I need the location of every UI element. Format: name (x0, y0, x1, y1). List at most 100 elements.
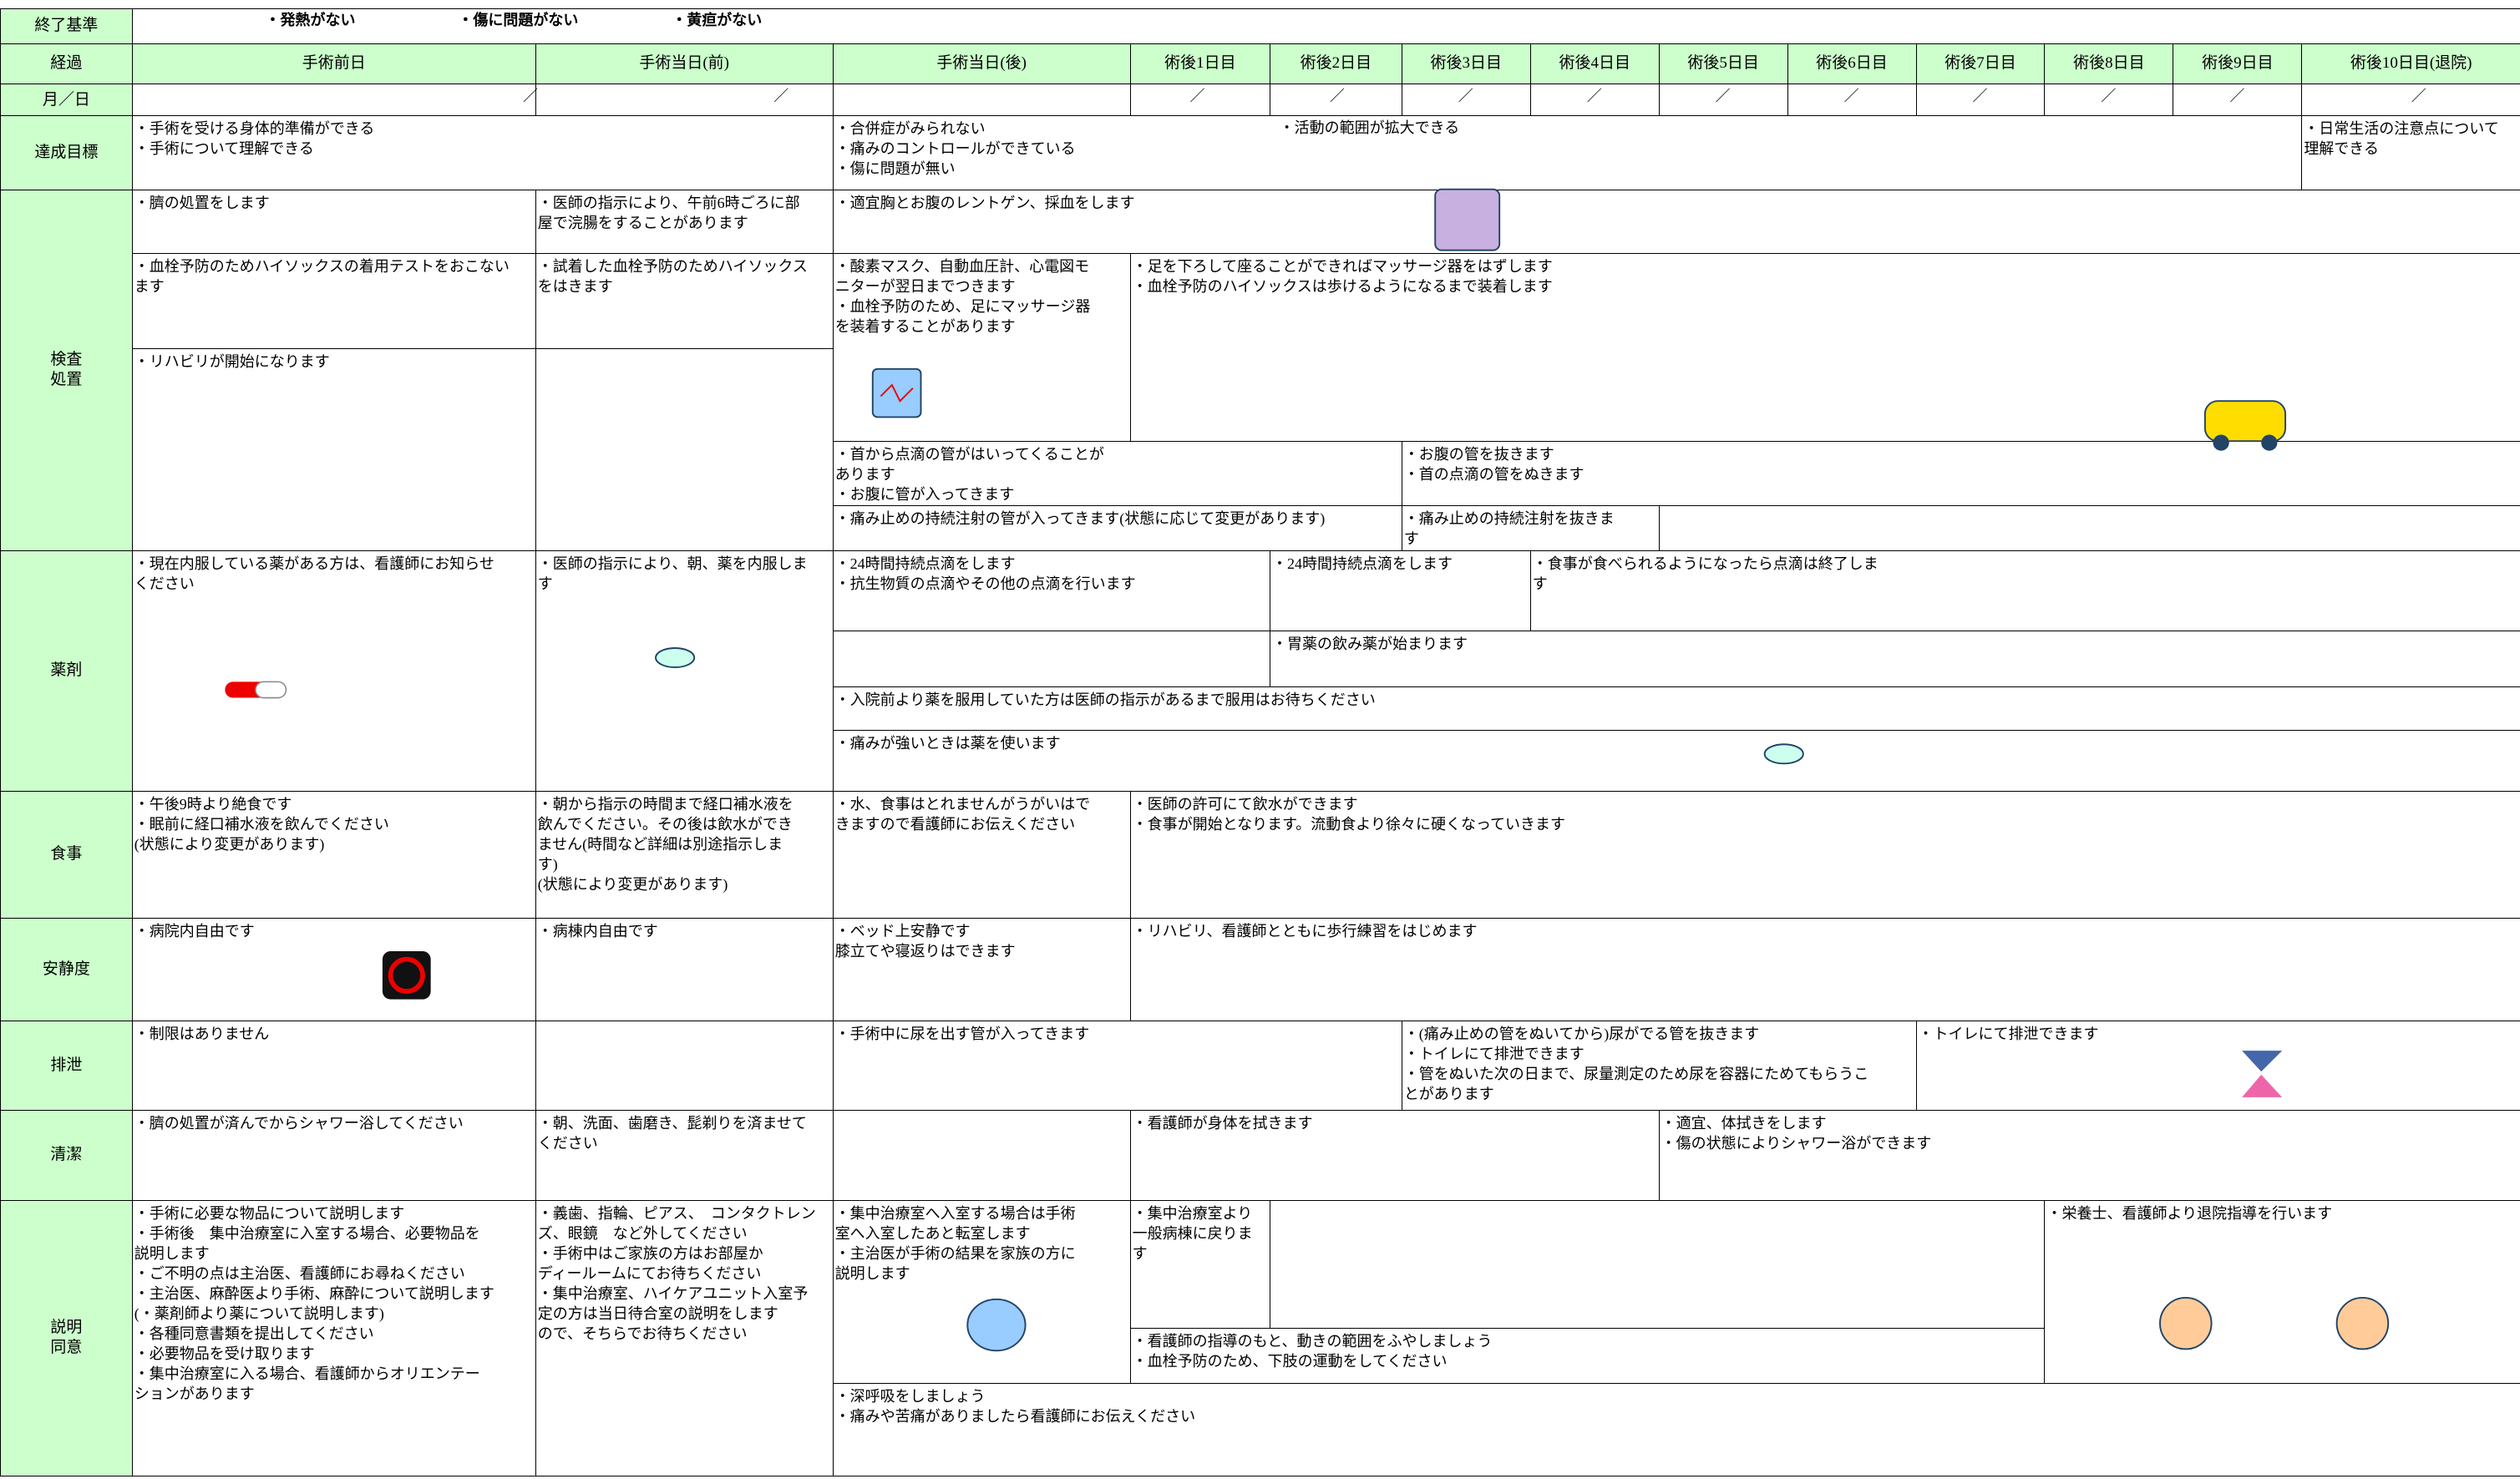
row-label: 排泄 (0, 1020, 133, 1112)
text-line: 屋で浣腸をすることがあります (537, 214, 748, 231)
text-line: ・適宜、体拭きをします (1661, 1115, 1827, 1132)
text-line: ・水、食事はとれませんがうがいはで (834, 795, 1091, 813)
text-line: ・必要物品を受け取ります (134, 1345, 315, 1362)
date-mark: ／ (773, 87, 789, 104)
text-line: ・ご不明の点は主治医、看護師にお尋ねください (134, 1264, 465, 1282)
content-cell: ・集中治療室より 一般病棟に戻ります (1129, 1199, 1271, 1330)
text-line: ・日常生活の注意点について (2304, 120, 2499, 138)
text-line: ・義歯、指輪、ピアス、 コンタクトレン (537, 1204, 816, 1222)
text-line: ・入院前より薬を服用していた方は医師の指示があるまで服用はお待ちください (834, 691, 1376, 709)
text-line: ・医師の許可にて飲水ができます (1132, 795, 1358, 813)
text-line: ・集中治療室より (1132, 1204, 1253, 1222)
text-line: ・傷の状態によりシャワー浴ができます (1661, 1135, 1932, 1152)
content-cell (832, 630, 1271, 688)
date-cell (131, 83, 536, 117)
text-line: ・手術中はご家族の方はお部屋か (537, 1244, 763, 1262)
text-line: ・(痛み止めの管をぬいてから)尿がでる管を抜きます (1403, 1025, 1760, 1042)
text-line: 食事 (50, 845, 83, 864)
content-cell: ・水、食事はとれませんがうがいはで きますので看護師にお伝えください (832, 790, 1131, 919)
text-line: 術後5日目 (1687, 54, 1759, 73)
text-line: ・合併症がみられない (834, 120, 986, 138)
content-cell: ・首から点滴の管がはいってくることが あります ・お腹に管が入ってきます (832, 441, 1402, 507)
text-line: ・試着した血栓予防のためハイソックス (537, 258, 808, 276)
text-line: ・手術について理解できる (134, 140, 314, 158)
row-label: 終了基準 (0, 8, 133, 44)
content-cell: ・トイレにて排泄できます (1915, 1020, 2520, 1112)
text-line: (状態により変更があります) (537, 875, 728, 893)
date-mark: ／ (1329, 87, 1345, 104)
date-mark: ／ (1843, 87, 1859, 104)
date-mark: ／ (2229, 87, 2245, 104)
text-line: ・足を下ろして座ることができればマッサージ器をはずします (1132, 258, 1553, 276)
text-line: す (1403, 530, 1419, 548)
text-line: ・痛み止めの持続注射を抜きま (1403, 510, 1615, 528)
text-line: ・集中治療室に入る場合、看護師からオリエンテー (134, 1365, 480, 1382)
text-line: ・主治医、麻酔医より手術、麻酔について説明します (134, 1284, 494, 1302)
text-line: ズ、眼鏡 など外してください (537, 1224, 748, 1242)
header-cell: 術後8日目 (2044, 43, 2174, 84)
header-cell: 術後2日目 (1270, 43, 1402, 84)
text-line: ・トイレにて排泄できます (1918, 1025, 2099, 1042)
text-line: をはきます (537, 278, 613, 296)
text-line: ・看護師の指導のもと、動きの範囲をふやしましょう (1132, 1333, 1493, 1350)
text-line: ・適宜胸とお腹のレントゲン、採血をします (834, 194, 1135, 211)
text-line: ・集中治療室、ハイケアユニット入室予 (537, 1284, 809, 1302)
header-cell: 術後9日目 (2173, 43, 2303, 84)
text-line: す (1132, 1244, 1148, 1262)
date-mark: ／ (1715, 87, 1731, 104)
text-line: ・臍の処置が済んでからシャワー浴してください (134, 1115, 464, 1132)
content-cell: ・手術に必要な物品について説明します ・手術後 集中治療室に入室する場合、必要物品… (131, 1199, 536, 1477)
content-cell: ・臍の処置をします (131, 189, 536, 255)
date-mark: ／ (1189, 87, 1205, 104)
text-line: ません(時間など詳細は別途指示しま (537, 835, 783, 853)
content-cell: ・リハビリが開始になります (131, 347, 536, 551)
content-cell: ・痛み止めの持続注射を抜きます (1401, 505, 1660, 551)
content-cell: ・(痛み止めの管をぬいてから)尿がでる管を抜きます ・トイレにて排泄できます ・管を… (1401, 1020, 1917, 1112)
text-line: 膝立てや寝返りはできます (834, 942, 1016, 960)
content-cell: ・医師の指示により、午前6時ごろに部 屋で浣腸をすることがあります (535, 189, 834, 255)
content-cell: ・栄養士、看護師より退院指導を行います (2044, 1199, 2520, 1384)
text-line: (状態により変更があります) (134, 835, 325, 853)
text-line: ・集中治療室へ入室する場合は手術 (834, 1204, 1076, 1222)
text-line: 説明します (834, 1264, 910, 1282)
text-line: ください (134, 575, 195, 592)
header-cell: 術後7日目 (1915, 43, 2046, 84)
text-line: とがあります (1403, 1085, 1494, 1102)
text-line: ・血栓予防のハイソックスは歩けるようになるまで装着します (1132, 278, 1553, 296)
header-cell: 術後1日目 (1129, 43, 1271, 84)
text-line: 説明 (50, 1319, 83, 1337)
content-cell: ・痛み止めの持続注射の管が入ってきます(状態に応じて変更があります) (832, 505, 1402, 551)
text-line: ・首から点滴の管がはいってくることが (834, 446, 1104, 463)
content-cell: ・朝、洗面、歯磨き、髭剃りを済ませて ください (535, 1110, 834, 1201)
text-line: 月／日 (42, 90, 90, 109)
text-line: ます (134, 278, 165, 296)
content-cell: ・手術中に尿を出す管が入ってきます (832, 1020, 1402, 1112)
content-cell: ・病棟内自由です (535, 917, 834, 1021)
text-line: ・傷に問題が無い (834, 160, 956, 178)
content-cell: ・医師の指示により、朝、薬を内服します (535, 550, 834, 792)
text-line: ・血栓予防のためハイソックスの着用テストをおこない (134, 258, 510, 276)
content-cell: ・医師の許可にて飲水ができます ・食事が開始となります。流動食より徐々に硬くなって… (1129, 790, 2520, 919)
text-line: ・リハビリが開始になります (134, 352, 330, 370)
date-mark: ／ (1972, 87, 1988, 104)
date-mark: ／ (2101, 87, 2117, 104)
text-line: 術後3日目 (1430, 54, 1503, 73)
date-mark: ／ (1458, 87, 1473, 104)
content-cell: ・制限はありません (131, 1020, 536, 1112)
content-cell: ・適宜胸とお腹のレントゲン、採血をします (832, 189, 2520, 255)
text-line: 説明します (134, 1244, 210, 1262)
text-line: ・痛みが強いときは薬を使います (834, 734, 1061, 752)
content-cell: ・臍の処置が済んでからシャワー浴してください (131, 1110, 536, 1201)
text-line: ・眠前に経口補水液を飲んでください (134, 815, 389, 833)
header-cell: 手術前日 (131, 43, 536, 84)
text-line: 飲んでください。その後は飲水ができ (537, 815, 793, 833)
content-cell: ・深呼吸をしましょう ・痛みや苦痛がありましたら看護師にお伝えください (832, 1382, 2520, 1477)
text-line: ・リハビリ、看護師とともに歩行練習をはじめます (1132, 922, 1478, 940)
date-cell (535, 83, 834, 117)
text-line: 薬剤 (50, 661, 83, 680)
text-line: 処置 (50, 371, 83, 389)
text-line: ・痛みや苦痛がありましたら看護師にお伝えください (834, 1407, 1196, 1425)
content-cell: ・看護師の指導のもと、動きの範囲をふやしましょう ・血栓予防のため、下肢の運動をし… (1129, 1328, 2046, 1384)
text-line: 経過 (50, 54, 83, 73)
content-cell: ・酸素マスク、自動血圧計、心電図モ ニターが翌日までつきます ・血栓予防のため、足に… (832, 253, 1131, 443)
